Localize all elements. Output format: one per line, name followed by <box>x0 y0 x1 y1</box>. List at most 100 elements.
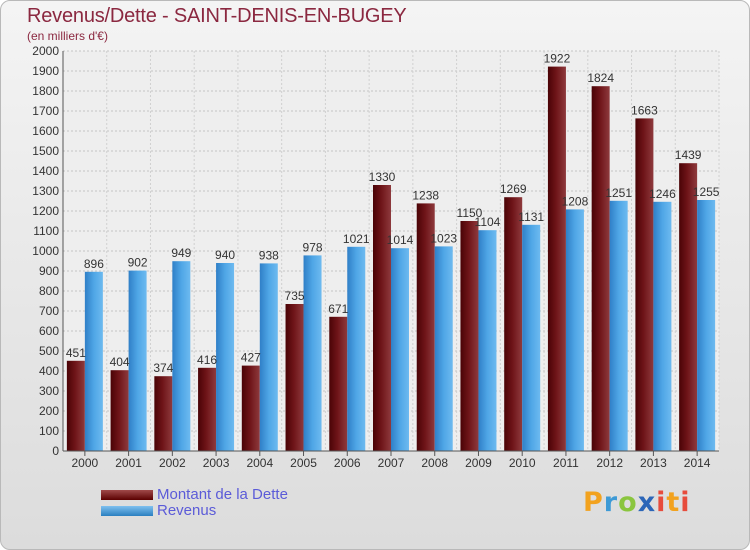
data-label-debt: 1150 <box>457 206 483 220</box>
bar-debt <box>110 370 129 451</box>
legend-swatch-revenue <box>101 506 153 516</box>
bar-revenue <box>84 271 103 451</box>
legend-label-debt: Montant de la Dette <box>157 486 288 503</box>
y-tick-label: 1400 <box>32 164 59 178</box>
y-tick-label: 1800 <box>32 84 59 98</box>
x-tick-label: 2004 <box>246 456 273 470</box>
chart-subtitle: (en milliers d'€) <box>27 29 108 43</box>
bar-debt <box>66 360 85 451</box>
data-label-revenue: 1246 <box>649 187 676 201</box>
y-tick-label: 2000 <box>32 44 59 58</box>
bar-debt <box>285 304 304 451</box>
bar-debt <box>460 221 479 451</box>
bar-revenue <box>172 261 191 451</box>
y-tick-label: 1500 <box>32 144 59 158</box>
chart-title: Revenus/Dette - SAINT-DENIS-EN-BUGEY <box>27 5 407 27</box>
bar-revenue <box>347 246 366 451</box>
bar-revenue <box>478 230 497 451</box>
x-tick-label: 2005 <box>290 456 317 470</box>
bar-debt <box>679 163 698 451</box>
data-label-revenue: 1131 <box>518 210 544 224</box>
y-tick-label: 100 <box>39 424 59 438</box>
data-label-debt: 374 <box>153 361 173 375</box>
x-tick-label: 2001 <box>115 456 142 470</box>
y-tick-label: 700 <box>39 304 59 318</box>
data-label-debt: 1238 <box>412 188 439 202</box>
y-tick-label: 500 <box>39 344 59 358</box>
data-label-revenue: 902 <box>128 256 148 270</box>
data-label-revenue: 938 <box>259 248 279 262</box>
bar-revenue <box>128 270 147 451</box>
data-label-revenue: 1023 <box>430 231 457 245</box>
x-tick-label: 2000 <box>72 456 99 470</box>
x-tick-label: 2012 <box>596 456 623 470</box>
x-tick-label: 2002 <box>159 456 186 470</box>
data-label-debt: 404 <box>110 355 130 369</box>
y-tick-label: 200 <box>39 404 59 418</box>
data-label-revenue: 978 <box>303 240 323 254</box>
bar-revenue <box>434 246 453 451</box>
bar-revenue <box>609 200 628 451</box>
bar-revenue <box>697 200 716 451</box>
bar-debt <box>373 185 391 451</box>
x-tick-label: 2007 <box>378 456 405 470</box>
y-tick-label: 1200 <box>32 204 59 218</box>
data-label-revenue: 1208 <box>562 194 589 208</box>
x-tick-label: 2006 <box>334 456 361 470</box>
data-label-revenue: 1251 <box>605 186 632 200</box>
legend-swatch-debt <box>101 490 153 500</box>
data-label-revenue: 1021 <box>343 232 370 246</box>
bar-debt <box>416 203 435 451</box>
data-label-debt: 451 <box>66 346 86 360</box>
bar-debt <box>329 316 348 451</box>
bar-debt <box>241 365 260 451</box>
bar-debt <box>504 197 523 451</box>
bar-debt <box>591 86 610 451</box>
data-label-debt: 1330 <box>369 170 396 184</box>
y-tick-label: 300 <box>39 384 59 398</box>
x-tick-label: 2013 <box>640 456 667 470</box>
y-tick-label: 900 <box>39 264 59 278</box>
y-tick-label: 1000 <box>32 244 59 258</box>
data-label-debt: 1824 <box>587 71 614 85</box>
bar-revenue <box>522 224 541 451</box>
data-label-debt: 1439 <box>675 148 702 162</box>
y-tick-label: 400 <box>39 364 59 378</box>
bar-revenue <box>391 248 409 451</box>
bar-revenue <box>259 263 278 451</box>
data-label-revenue: 949 <box>171 246 191 260</box>
x-tick-label: 2009 <box>465 456 492 470</box>
y-tick-label: 800 <box>39 284 59 298</box>
bar-debt <box>547 66 566 451</box>
x-tick-label: 2010 <box>509 456 536 470</box>
data-label-debt: 416 <box>197 353 217 367</box>
data-label-revenue: 896 <box>84 257 104 271</box>
data-label-debt: 1269 <box>500 182 527 196</box>
bar-revenue <box>653 201 672 451</box>
x-tick-label: 2011 <box>553 456 579 470</box>
data-label-revenue: 1014 <box>387 233 414 247</box>
data-label-debt: 735 <box>285 289 305 303</box>
bar-debt <box>635 118 654 452</box>
y-tick-label: 1300 <box>32 184 59 198</box>
x-tick-label: 2014 <box>684 456 711 470</box>
x-tick-label: 2008 <box>421 456 448 470</box>
x-tick-label: 2003 <box>203 456 230 470</box>
y-tick-label: 1700 <box>32 104 59 118</box>
y-tick-label: 1100 <box>33 224 59 238</box>
y-tick-label: 600 <box>39 324 59 338</box>
legend-label-revenue: Revenus <box>157 502 217 519</box>
bar-revenue <box>565 209 584 451</box>
data-label-revenue: 940 <box>215 248 235 262</box>
y-tick-label: 0 <box>52 444 59 458</box>
y-tick-label: 1900 <box>32 64 59 78</box>
bar-revenue <box>303 255 322 451</box>
bar-debt <box>154 376 173 451</box>
data-label-revenue: 1104 <box>475 215 501 229</box>
data-label-revenue: 1255 <box>693 185 720 199</box>
bar-revenue <box>216 263 235 451</box>
data-label-debt: 671 <box>328 302 348 316</box>
proxiti-logo: Proxiti <box>583 487 691 518</box>
